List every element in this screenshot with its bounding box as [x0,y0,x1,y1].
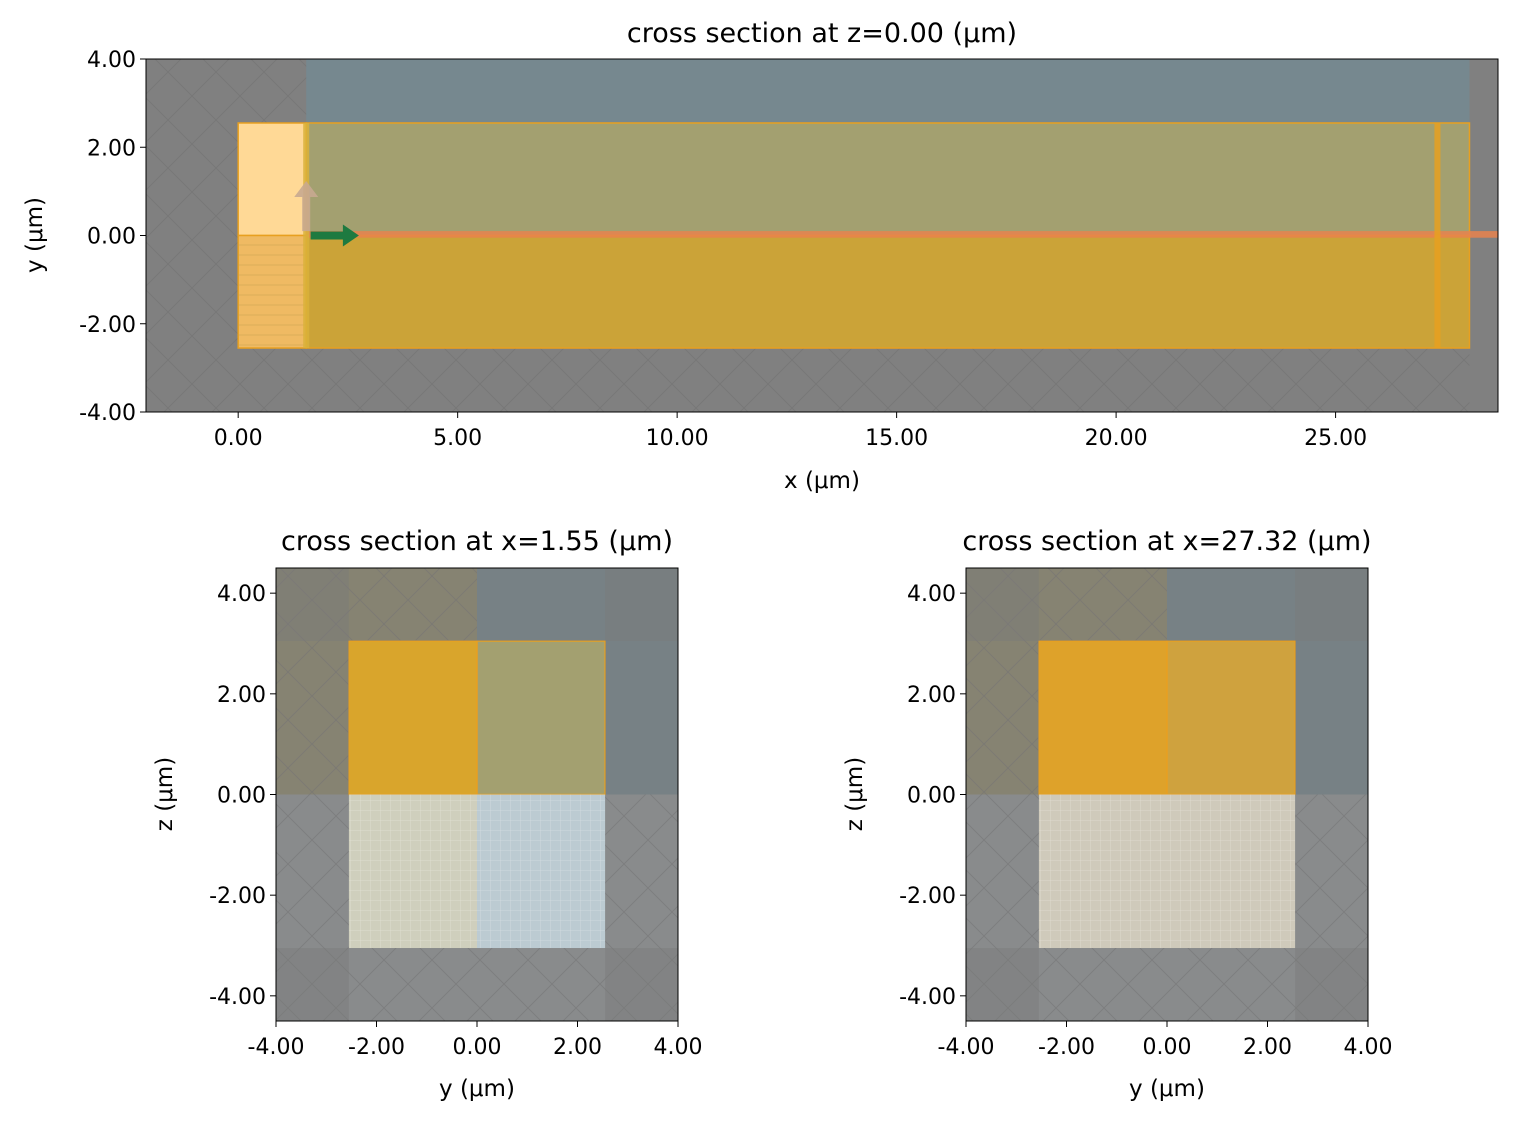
chart-panel-top: cross section at z=0.00 (μm) 0.00 5.00 10.… [22,18,1499,494]
y-tick-label: 2.00 [87,136,136,161]
y-tick-label: -2.00 [209,884,266,909]
y-tick-label: -2.00 [899,884,956,909]
region-core-right [1166,640,1296,796]
y-tick-label: 0.00 [217,784,266,809]
chart-panel-bottom-right: cross section at x=27.32 (μm) -4.00 -2.00… [842,526,1392,1102]
x-tick-label: 2.00 [553,1035,602,1060]
plot-area [145,58,1499,413]
x-axis-label: y (μm) [439,1076,515,1102]
y-tick-label: -4.00 [79,401,136,426]
region-pml-band-bottom [966,948,1368,1021]
x-tick-label: 15.00 [865,426,928,451]
region-slab-lower [305,234,1471,349]
y-axis-label: z (μm) [842,757,868,831]
grid-buffer [1038,794,1296,949]
region-pml-band-right [605,568,678,1021]
grid-buffer-right [477,794,606,949]
x-tick-label: 25.00 [1304,426,1367,451]
y-tick-label: 2.00 [907,683,956,708]
y-axis-label: y (μm) [22,197,48,273]
x-axis-label: y (μm) [1129,1076,1205,1102]
grid-buffer-left [348,794,477,949]
region-pml-band-top [966,568,1368,641]
region-core-left [348,640,478,796]
x-tick-label: 0.00 [1143,1035,1192,1060]
y-tick-label: -4.00 [899,985,956,1010]
x-tick-label: 5.00 [433,426,482,451]
x-tick-label: -2.00 [1038,1035,1095,1060]
region-core-left [1038,640,1168,796]
x-tick-label: -4.00 [938,1035,995,1060]
region-pml-band-top [276,568,678,641]
y-tick-label: 0.00 [87,225,136,250]
region-pml-band-right [1295,568,1368,1021]
beam-path [306,231,1498,238]
x-axis-label: x (μm) [784,468,860,494]
x-tick-label: 2.00 [1243,1035,1292,1060]
direction-arrow [310,224,359,247]
y-tick-label: -2.00 [79,313,136,338]
y-tick-label: 0.00 [907,784,956,809]
y-tick-label: 4.00 [87,48,136,73]
hatch-pml-left [146,59,239,412]
chart-title: cross section at x=27.32 (μm) [962,526,1371,557]
x-tick-label: 4.00 [1344,1035,1393,1060]
region-slab-upper [305,122,1471,237]
plot-area [965,567,1369,1022]
y-axis-label: z (μm) [152,757,178,831]
x-tick-label: 4.00 [654,1035,703,1060]
y-tick-label: -4.00 [209,985,266,1010]
region-pml-band-left [276,568,349,1021]
axis-ticks: -4.00 -2.00 0.00 2.00 4.00 4.00 2.00 0.00 -2.00 -… [899,582,1392,1060]
chart-panel-bottom-left: cross section at x=1.55 (μm) -4.00 -2.00 0… [152,526,702,1102]
y-tick-label: 4.00 [907,582,956,607]
hatch-pml-bottom [146,348,1498,412]
polarization-arrow [294,180,319,232]
y-tick-label: 2.00 [217,683,266,708]
chart-title: cross section at z=0.00 (μm) [627,18,1017,49]
y-tick-label: 4.00 [217,582,266,607]
plot-area [275,567,679,1022]
chart-title: cross section at x=1.55 (μm) [281,526,673,557]
axis-ticks: -4.00 -2.00 0.00 2.00 4.00 4.00 2.00 0.00 -2.00 -… [209,582,702,1060]
region-input-region-upper [237,122,307,237]
region-core-right [476,640,606,796]
source-plane [303,122,310,349]
monitor-plane [1434,122,1441,349]
x-tick-label: 10.00 [646,426,709,451]
x-tick-label: 20.00 [1085,426,1148,451]
x-tick-label: 0.00 [214,426,263,451]
x-tick-label: 0.00 [453,1035,502,1060]
axis-ticks: 0.00 5.00 10.00 15.00 20.00 25.00 4.00 2.00 0.00… [79,48,1367,451]
x-tick-label: -2.00 [348,1035,405,1060]
x-tick-label: -4.00 [248,1035,305,1060]
region-pml-band-bottom [276,948,678,1021]
region-pml-band-left [966,568,1039,1021]
hatch-input-region-lower [238,235,307,349]
